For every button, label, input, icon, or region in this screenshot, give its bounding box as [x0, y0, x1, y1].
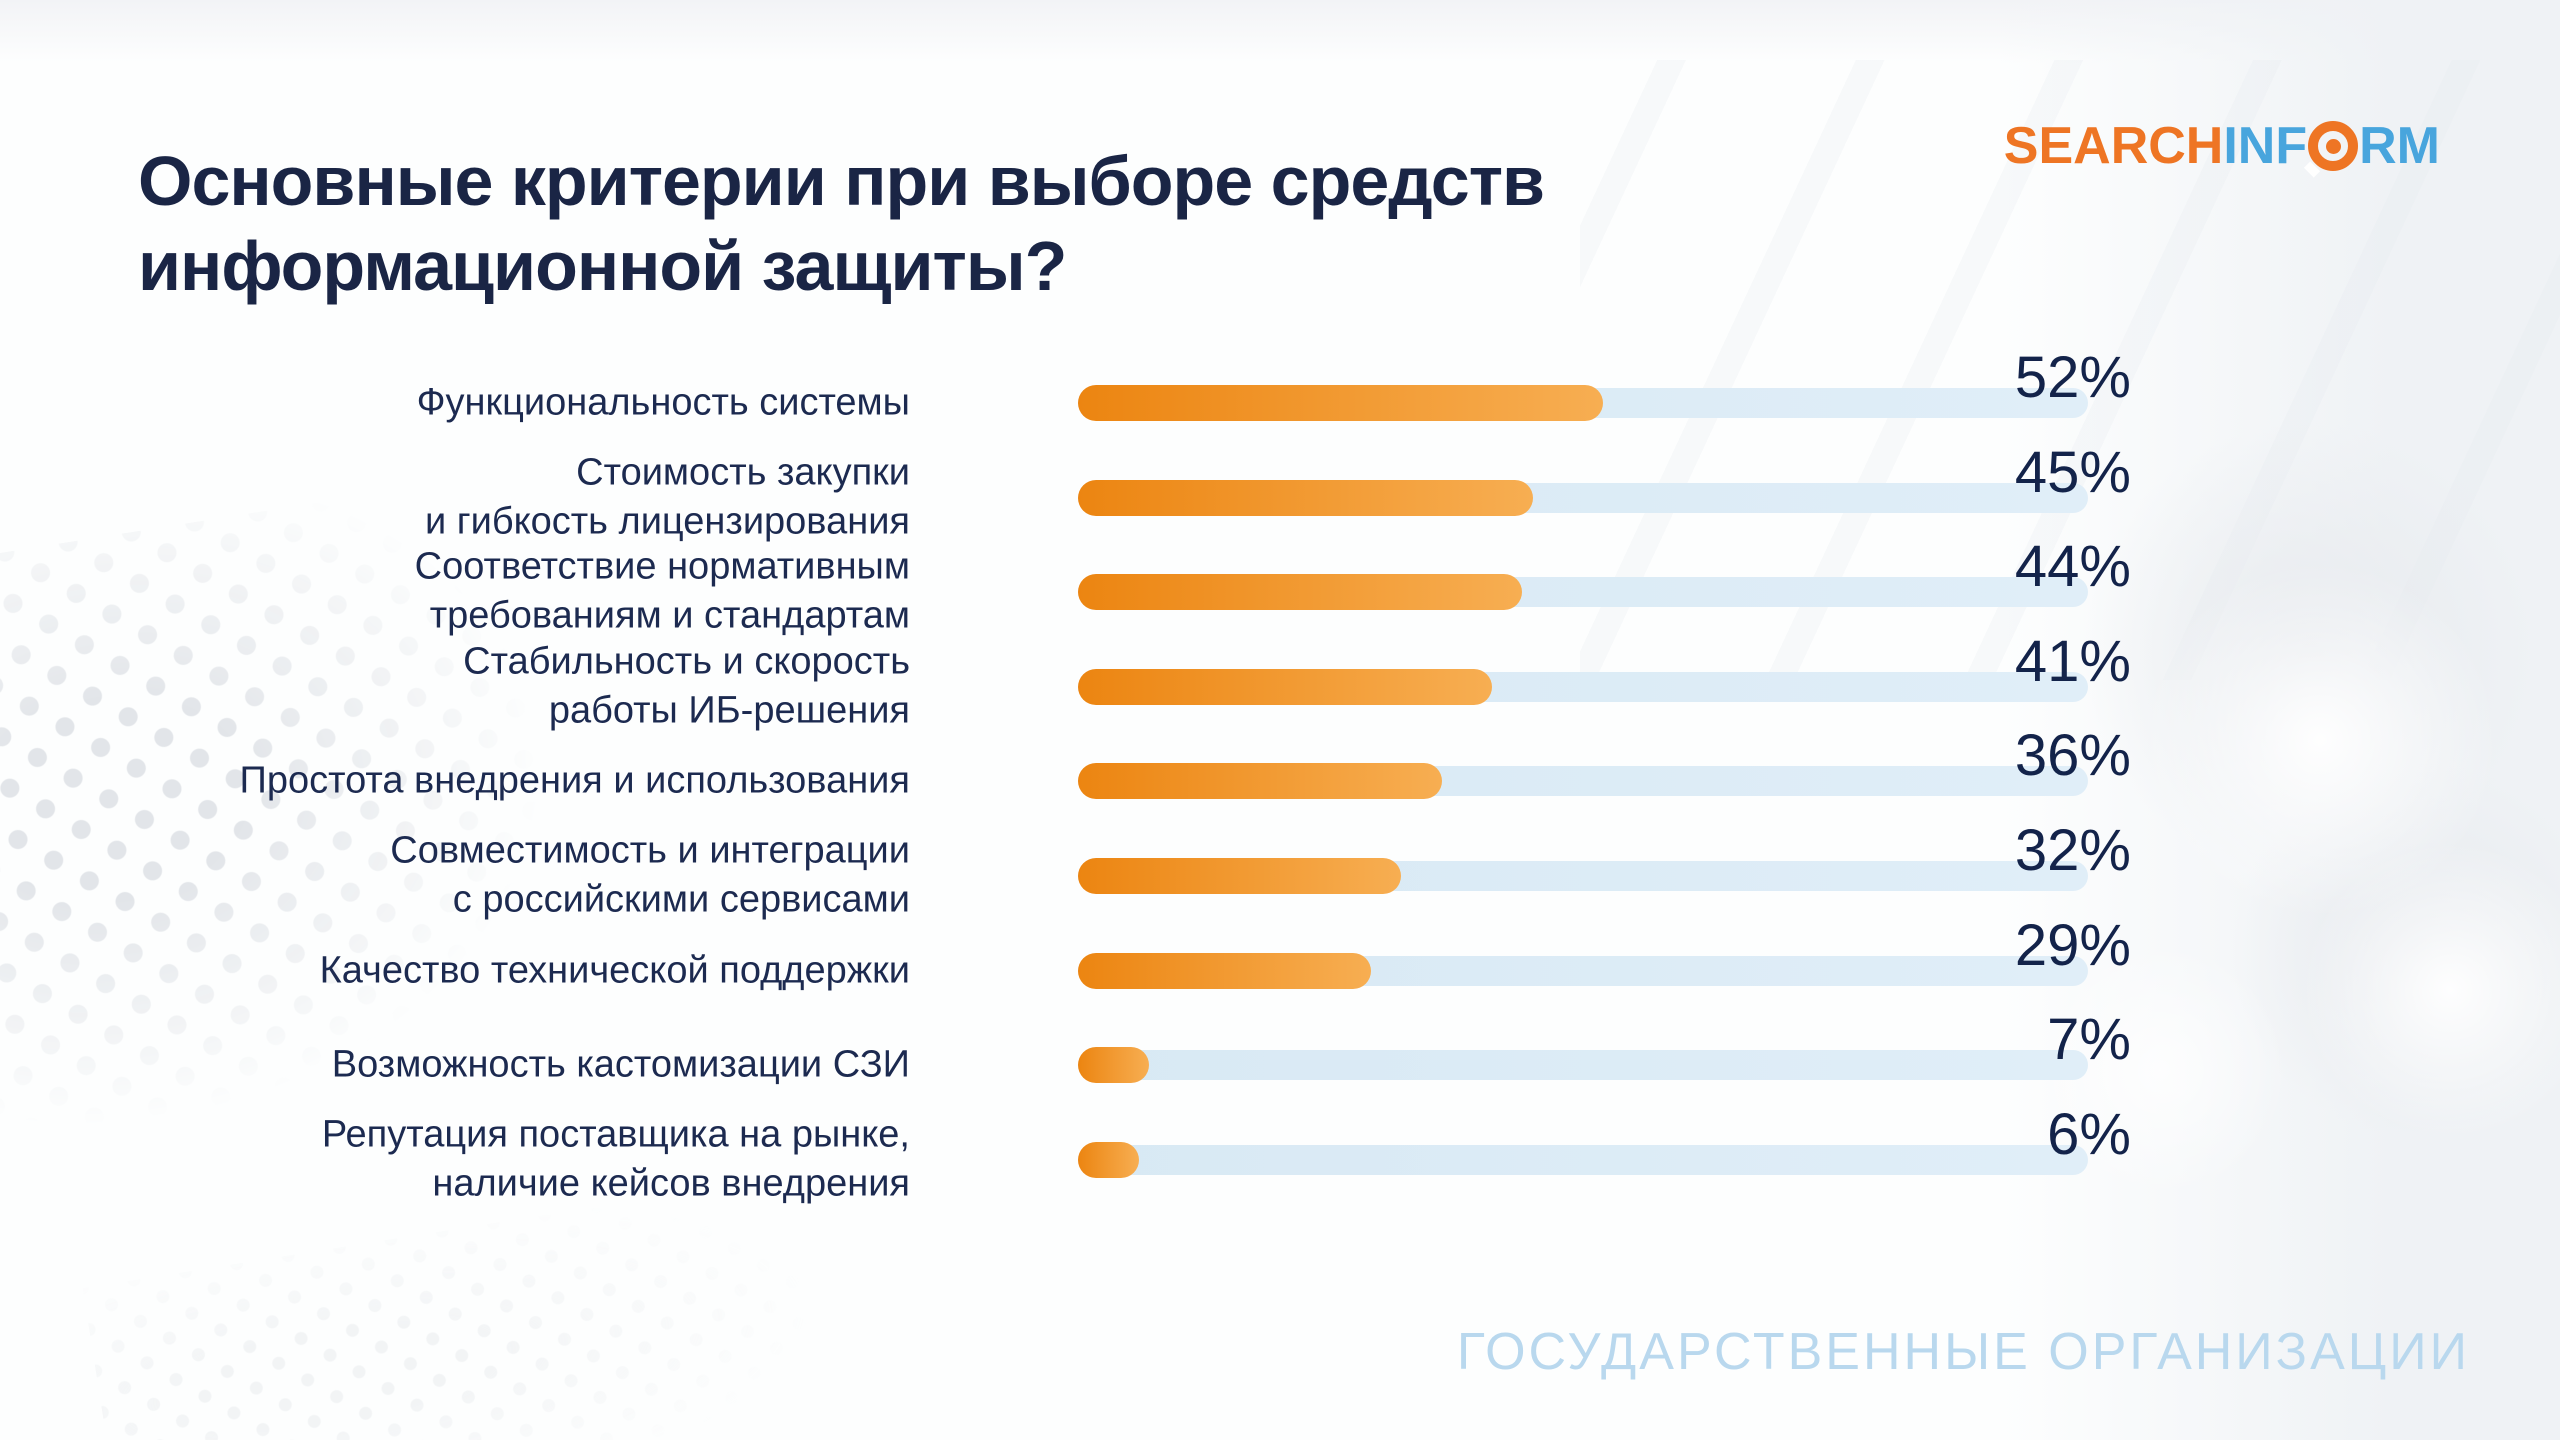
bar-category-label: Функциональность системы	[416, 381, 910, 424]
bar-value-label: 44%	[2014, 534, 2131, 599]
bar-category-label: Репутация поставщика на рынке, наличие ке…	[321, 1113, 910, 1205]
bar-value-label: 7%	[2047, 1007, 2131, 1072]
bar-fill	[1078, 763, 1442, 799]
bokeh-blob-decoration	[2300, 840, 2560, 1140]
bar-category-label: Совместимость и интеграции с российскими …	[390, 829, 910, 921]
logo-text-rm: RM	[2359, 117, 2440, 175]
bar-track	[1078, 1050, 2088, 1080]
bar-value-label: 29%	[2014, 913, 2131, 978]
bar-category-label: Стоимость закупки и гибкость лицензирован…	[424, 451, 910, 543]
logo-text-inf: INF	[2223, 117, 2308, 175]
audience-segment-label: ГОСУДАРСТВЕННЫЕ ОРГАНИЗАЦИИ	[1456, 1323, 2470, 1381]
bar-fill	[1078, 953, 1371, 989]
bar-value-label: 6%	[2047, 1102, 2131, 1167]
bar-value-label: 32%	[2014, 818, 2131, 883]
bar-value-label: 52%	[2014, 345, 2131, 410]
bar-category-label: Качество технической поддержки	[319, 949, 910, 992]
bar-value-label: 41%	[2014, 629, 2131, 694]
bar-fill	[1078, 385, 1603, 421]
bar-value-label: 45%	[2014, 440, 2131, 505]
bar-category-label: Возможность кастомизации СЗИ	[331, 1043, 910, 1086]
page-title: Основные критерии при выборе средств инф…	[138, 139, 1638, 310]
bar-value-label: 36%	[2014, 723, 2131, 788]
bar-category-label: Стабильность и скорость работы ИБ-решения	[463, 640, 910, 732]
logo-text-search: SEARCH	[2003, 117, 2224, 175]
bar-category-label: Соответствие нормативным требованиям и ст…	[414, 545, 910, 637]
bar-fill	[1078, 574, 1522, 610]
bar-fill	[1078, 480, 1533, 516]
bar-category-label: Простота внедрения и использования	[239, 759, 910, 802]
page-title-line1: Основные критерии при выборе средств	[138, 141, 1545, 220]
bar-fill	[1078, 669, 1492, 705]
bar-fill	[1078, 1142, 1139, 1178]
target-o-icon	[2308, 121, 2359, 171]
bar-fill	[1078, 858, 1401, 894]
bar-fill	[1078, 1047, 1149, 1083]
page-title-line2: информационной защиты?	[138, 227, 1067, 306]
searchinform-logo: SEARCH INF RM	[2004, 116, 2440, 176]
bar-track	[1078, 1145, 2088, 1175]
